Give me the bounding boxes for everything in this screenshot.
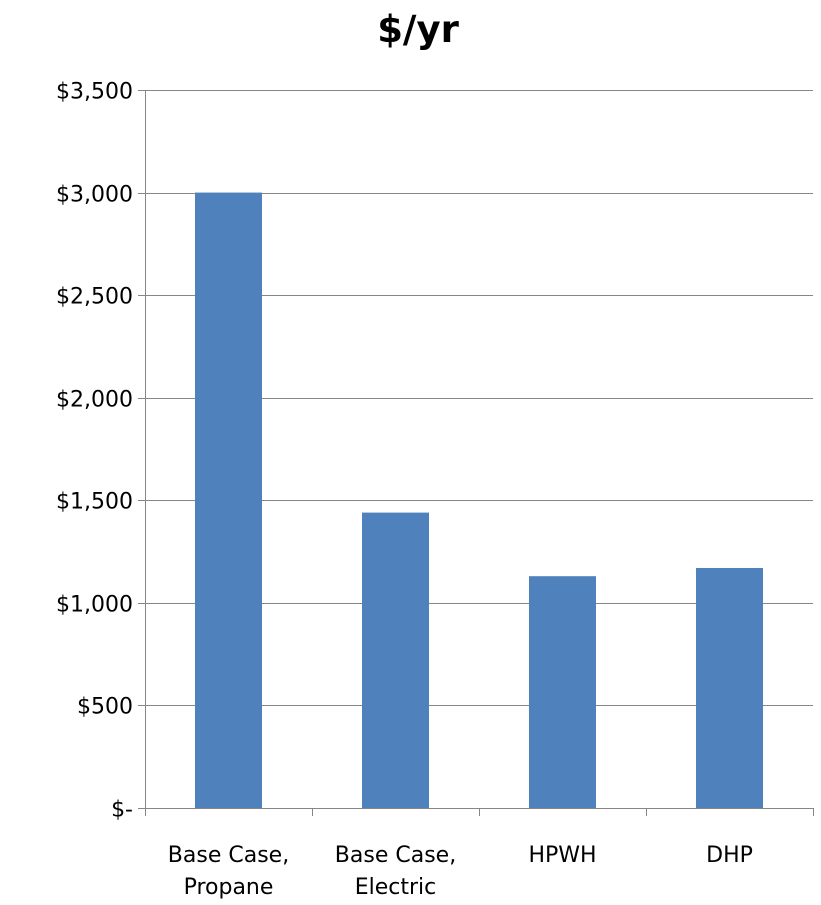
bar — [362, 512, 429, 808]
x-category-labels: Base Case, Propane Base Case, Electric HPWH D… — [168, 843, 753, 900]
bar — [696, 567, 763, 808]
x-category-label: HPWH — [528, 843, 596, 868]
x-category-label: DHP — [706, 843, 753, 868]
bar — [529, 576, 596, 808]
x-category-label-line: Base Case, — [168, 843, 289, 868]
y-tick-label: $1,500 — [56, 490, 133, 515]
y-tick-label: $3,000 — [56, 183, 133, 208]
x-category-label-line: DHP — [706, 843, 753, 868]
bar — [195, 192, 262, 809]
x-category-label-line: Electric — [355, 875, 437, 900]
y-tick-label: $1,000 — [56, 593, 133, 618]
chart-title: $/yr — [377, 8, 459, 51]
x-category-label-line: Base Case, — [335, 843, 456, 868]
x-category-label: Base Case, Electric — [335, 843, 456, 900]
x-category-label-line: Propane — [184, 875, 274, 900]
x-category-label: Base Case, Propane — [168, 843, 289, 900]
y-tick-label: $2,500 — [56, 285, 133, 310]
y-tick-label: $2,000 — [56, 388, 133, 413]
axes — [138, 90, 814, 816]
bars — [195, 192, 763, 809]
y-tick-label: $- — [111, 798, 133, 823]
y-tick-labels: $- $500 $1,000 $1,500 $2,000 $2,500 $3,000 $3,5… — [56, 80, 133, 823]
y-tick-label: $3,500 — [56, 80, 133, 105]
y-tick-label: $500 — [77, 695, 133, 720]
x-category-label-line: HPWH — [528, 843, 596, 868]
